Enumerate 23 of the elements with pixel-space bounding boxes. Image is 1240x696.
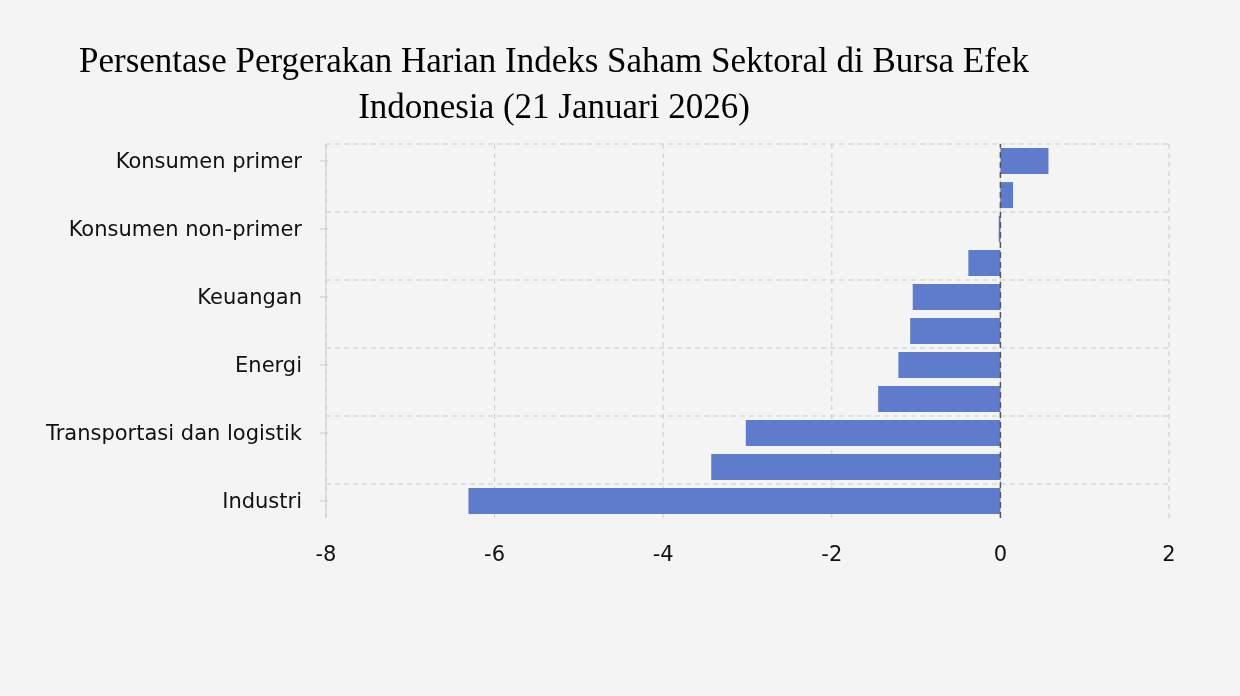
- bar: [912, 284, 1001, 311]
- bar: [468, 488, 1001, 515]
- x-tick-label: -4: [652, 541, 674, 566]
- bar: [1000, 148, 1049, 175]
- bar: [1000, 182, 1014, 209]
- y-tick-label: Transportasi dan logistik: [44, 421, 303, 445]
- bar: [968, 250, 1001, 277]
- bar: [745, 420, 1001, 447]
- bar: [910, 318, 1001, 345]
- x-tick-label: -2: [821, 541, 843, 566]
- x-tick-label: -6: [484, 541, 506, 566]
- x-tick-label: 0: [993, 541, 1008, 566]
- x-tick-label: -8: [315, 541, 337, 566]
- bar: [898, 352, 1001, 379]
- y-tick-label: Energi: [235, 353, 302, 377]
- x-tick-label: 2: [1162, 541, 1176, 566]
- y-tick-label: Industri: [222, 489, 302, 513]
- bar: [878, 386, 1001, 413]
- y-tick-label: Konsumen primer: [115, 149, 303, 173]
- chart-title: Persentase Pergerakan Harian Indeks Saham Sektoral di Bursa Efek Indonesia (21 Januari 2026): [78, 40, 1030, 128]
- y-tick-label: Konsumen non-primer: [68, 217, 303, 241]
- bar: [711, 454, 1001, 481]
- y-tick-label: Keuangan: [197, 285, 302, 309]
